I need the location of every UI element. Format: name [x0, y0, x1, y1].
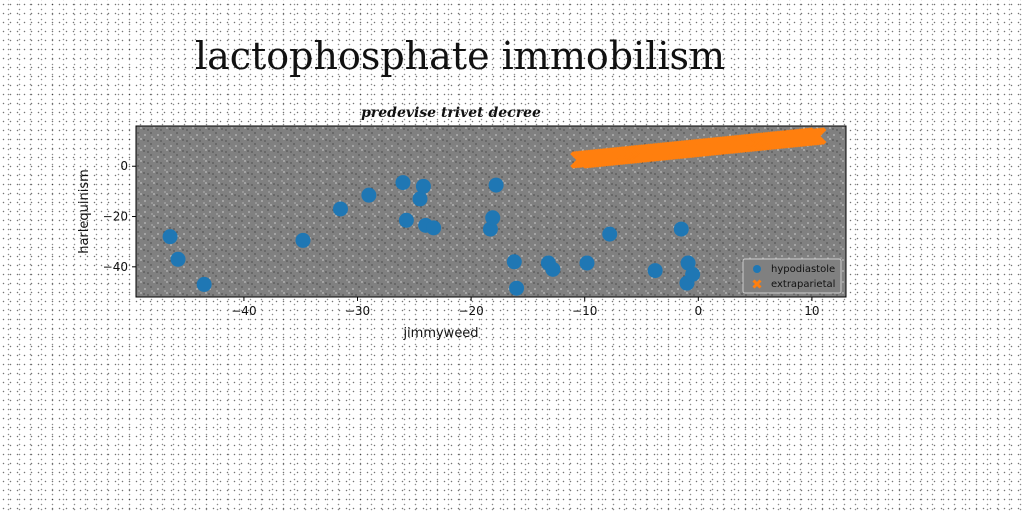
scatter-point [482, 221, 498, 237]
scatter-point [579, 255, 595, 271]
legend-marker-hypodiastole [753, 265, 761, 273]
scatter-point [485, 210, 501, 226]
page-title: lactophosphate immobilism [194, 34, 726, 78]
scatter-point [680, 255, 696, 271]
scatter-point [426, 220, 442, 236]
legend-label-extraparietal: extraparietal [771, 279, 835, 290]
data-layer [162, 127, 827, 296]
x-point [808, 127, 827, 145]
scatter-point [295, 232, 311, 248]
scatter-point [332, 201, 348, 217]
x-tick-label: −30 [345, 304, 370, 318]
scatter-point [415, 178, 431, 194]
y-tick-label: 0 [120, 159, 128, 173]
x-tick-label: −10 [572, 304, 597, 318]
plot-frame [135, 125, 847, 298]
x-tick-label: 0 [694, 304, 702, 318]
scatter-point [170, 251, 186, 267]
scatter-point [162, 229, 178, 245]
scatter-point [361, 187, 377, 203]
x-axis-label: jimmyweed [402, 326, 478, 341]
chart-subtitle: predevise trivet decree [361, 105, 541, 121]
scatter-point [488, 177, 504, 193]
x-tick-label: −20 [458, 304, 483, 318]
scatter-point [395, 175, 411, 191]
legend-box [742, 258, 842, 294]
x-tick-label: −40 [231, 304, 256, 318]
legend-label-hypodiastole: hypodiastole [771, 264, 835, 275]
scatter-point [673, 221, 689, 237]
y-tick-label: −20 [103, 210, 128, 224]
y-axis-label: harlequinism [77, 169, 92, 254]
scatter-point [685, 266, 701, 282]
x-tick-label: 10 [804, 304, 819, 318]
scatter-point [506, 254, 522, 270]
scatter-point [602, 226, 618, 242]
scatter-point [545, 261, 561, 277]
scatter-point [398, 212, 414, 228]
scatter-point [196, 276, 212, 292]
scatter-point [412, 191, 428, 207]
scatter-point [509, 280, 525, 296]
scatter-point [647, 263, 663, 279]
y-tick-label: −40 [103, 260, 128, 274]
legend-marker-extraparietal [752, 279, 762, 289]
